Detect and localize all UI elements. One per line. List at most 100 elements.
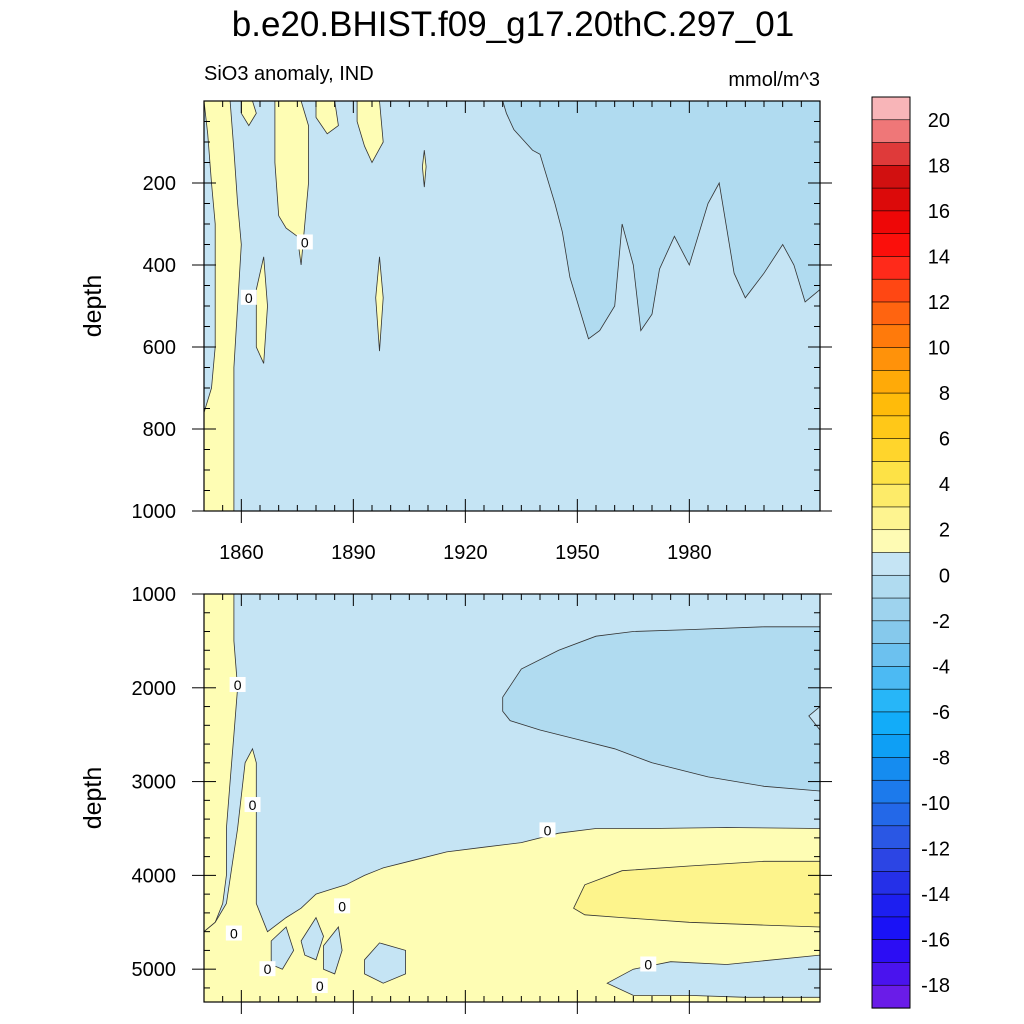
- colorbar-swatch: [871, 96, 911, 121]
- colorbar-swatch: [871, 529, 911, 554]
- colorbar-tick-label: -18: [921, 975, 950, 997]
- upper-x-tick-label: 1980: [667, 542, 712, 564]
- colorbar-tick-label: 4: [939, 474, 950, 496]
- contour-label: 0: [338, 898, 346, 914]
- colorbar-frame: [871, 96, 911, 1009]
- colorbar-swatch: [871, 825, 911, 850]
- colorbar-tick-label: 18: [928, 155, 950, 177]
- upper-contour-fill: [204, 101, 820, 511]
- upper-contour-region: [356, 101, 384, 164]
- colorbar-swatch: [871, 734, 911, 759]
- colorbar-swatch: [871, 666, 911, 690]
- upper-panel-subtitle-left: SiO3 anomaly, IND: [204, 63, 374, 85]
- colorbar-swatch: [871, 779, 911, 804]
- upper-x-tick-label: 1890: [331, 542, 376, 564]
- upper-y-tick-label: 800: [143, 419, 176, 441]
- contour-label: 0: [644, 956, 652, 972]
- upper-contour-region: [502, 101, 820, 340]
- colorbar-swatch: [871, 278, 911, 303]
- contour-label-box: [229, 676, 246, 692]
- colorbar-swatch: [871, 369, 911, 394]
- colorbar-swatch: [871, 802, 911, 827]
- colorbar-swatch: [871, 324, 911, 349]
- contour-label: 0: [544, 822, 552, 838]
- contour-label-box: [240, 289, 257, 305]
- upper-x-tick-label: 1860: [219, 542, 264, 564]
- colorbar-tick-label: 12: [928, 292, 950, 314]
- contour-label-box: [311, 978, 328, 994]
- colorbar-swatch: [871, 165, 911, 189]
- colorbar-tick-label: -16: [921, 930, 950, 952]
- lower-contour-region: [502, 626, 820, 792]
- upper-y-tick-label: 200: [143, 173, 176, 195]
- upper-contour-labels: 00: [240, 234, 313, 306]
- colorbar-tick-label: -10: [921, 793, 950, 815]
- contour-label: 0: [316, 978, 324, 994]
- colorbar: 20181614121086420-2-4-6-8-10-12-14-16-18…: [871, 96, 950, 1024]
- lower-contour-region: [204, 747, 820, 1002]
- lower-y-tick-label: 2000: [132, 678, 177, 700]
- colorbar-swatch: [871, 506, 911, 531]
- contour-label-box: [225, 925, 242, 941]
- upper-axes: 1860 1890 1920 1950 1980 200 400 600 800 1000: [132, 100, 832, 564]
- colorbar-swatch: [871, 574, 911, 599]
- colorbar-swatch: [871, 210, 911, 235]
- lower-contour-region: [323, 926, 343, 975]
- upper-y-tick-label: 1000: [132, 501, 177, 523]
- lower-y-axis-label: depth: [79, 767, 107, 830]
- colorbar-tick-label: 20: [928, 110, 950, 132]
- lower-y-tick-label: 1000: [132, 584, 177, 606]
- colorbar-swatch: [871, 233, 911, 258]
- contour-label-box: [640, 956, 657, 972]
- contour-label: 0: [245, 290, 253, 306]
- lower-contour-region: [300, 916, 324, 961]
- contour-label: 0: [249, 797, 257, 813]
- upper-contour-region: [255, 256, 268, 364]
- contour-label: 0: [301, 234, 309, 250]
- lower-y-tick-label: 3000: [132, 772, 177, 794]
- colorbar-swatch: [871, 597, 911, 622]
- chart-title: b.e20.BHIST.f09_g17.20thC.297_01: [232, 5, 794, 44]
- colorbar-tick-label: -8: [932, 747, 950, 769]
- colorbar-tick-label: 6: [939, 429, 950, 451]
- colorbar-swatch: [871, 757, 911, 781]
- upper-y-tick-label: 600: [143, 337, 176, 359]
- colorbar-swatch: [871, 392, 911, 417]
- colorbar-swatch: [871, 984, 911, 1009]
- upper-x-tick-label: 1920: [443, 542, 488, 564]
- colorbar-swatch: [871, 916, 911, 941]
- lower-y-tick-label: 4000: [132, 865, 177, 887]
- upper-contour-region: [375, 256, 384, 352]
- colorbar-swatch: [871, 552, 911, 576]
- lower-contour-region: [364, 942, 407, 984]
- colorbar-swatch: [871, 643, 911, 667]
- contour-label: 0: [234, 677, 242, 693]
- colorbar-tick-label: 0: [939, 565, 950, 587]
- contour-label-box: [296, 234, 313, 250]
- colorbar-tick-label: 8: [939, 383, 950, 405]
- lower-contour-labels: 0 0 0 0 0 0 0 0: [225, 676, 657, 994]
- colorbar-swatch: [871, 688, 911, 713]
- contour-label: 0: [264, 961, 272, 977]
- colorbar-swatch: [871, 483, 911, 508]
- lower-contour-fill: [204, 594, 820, 1002]
- colorbar-tick-label: -2: [932, 611, 950, 633]
- lower-contour-region: [573, 860, 820, 928]
- contour-label-box: [539, 822, 556, 838]
- colorbar-swatch: [871, 438, 911, 463]
- upper-panel: SiO3 anomaly, IND mmol/m^3 1860 1890 1920 1…: [79, 63, 832, 564]
- contour-label-box: [259, 961, 276, 977]
- colorbar-tick-label: 16: [928, 201, 950, 223]
- upper-contour-region: [421, 150, 427, 188]
- lower-axes: 1000 2000 3000 4000 5000: [132, 584, 832, 1014]
- lower-y-tick-label: 5000: [132, 959, 177, 981]
- lower-plot-frame: [203, 593, 821, 1003]
- colorbar-swatch: [871, 711, 911, 736]
- colorbar-swatch: [871, 871, 911, 895]
- colorbar-swatch: [871, 620, 911, 645]
- colorbar-swatch: [871, 256, 911, 280]
- upper-contour-region: [204, 101, 242, 511]
- colorbar-swatch: [871, 893, 911, 918]
- colorbar-swatch: [871, 939, 911, 964]
